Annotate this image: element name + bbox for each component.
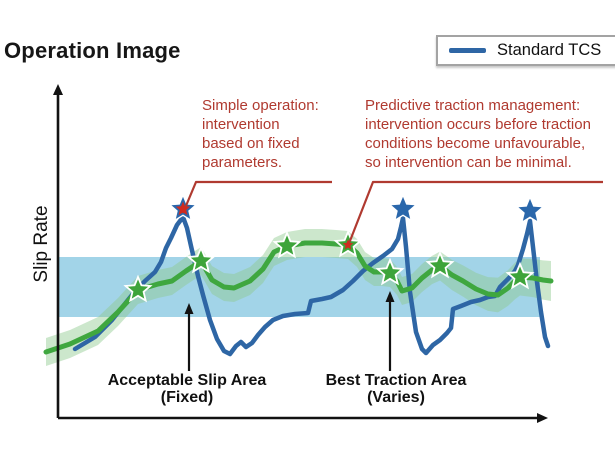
- y-axis-arrow: [53, 84, 63, 95]
- operation-image-figure: Operation Image Standard TCS Slip Rate S…: [0, 0, 615, 460]
- annotation-line: based on fixed: [202, 134, 372, 153]
- legend-line-swatch: [449, 48, 486, 53]
- area-label-line: Acceptable Slip Area: [77, 373, 297, 390]
- page-title: Operation Image: [4, 38, 181, 64]
- annotation-line: conditions become unfavourable,: [365, 134, 615, 153]
- legend-box: Standard TCS: [436, 35, 615, 66]
- annotation-line: Simple operation:: [202, 96, 372, 115]
- legend-label: Standard TCS: [497, 41, 601, 60]
- y-axis-label: Slip Rate: [31, 194, 53, 294]
- annotation-line: intervention: [202, 115, 372, 134]
- x-axis-arrow: [537, 413, 548, 423]
- red-leader-line: [183, 182, 332, 213]
- annotation-line: intervention occurs before traction: [365, 115, 615, 134]
- blue-peak-star: [517, 197, 544, 222]
- area-label-line: Best Traction Area: [286, 373, 506, 390]
- acceptable-slip-area-label: Acceptable Slip Area (Fixed): [77, 373, 297, 406]
- best-traction-area-label: Best Traction Area (Varies): [286, 373, 506, 406]
- annotation-predictive-traction: Predictive traction management: interven…: [365, 96, 615, 172]
- annotation-line: Predictive traction management:: [365, 96, 615, 115]
- area-label-line: (Varies): [286, 390, 506, 407]
- annotation-line: parameters.: [202, 153, 372, 172]
- red-leader-line: [348, 182, 603, 246]
- annotation-simple-operation: Simple operation: intervention based on …: [202, 96, 372, 172]
- area-label-line: (Fixed): [77, 390, 297, 407]
- annotation-line: so intervention can be minimal.: [365, 153, 615, 172]
